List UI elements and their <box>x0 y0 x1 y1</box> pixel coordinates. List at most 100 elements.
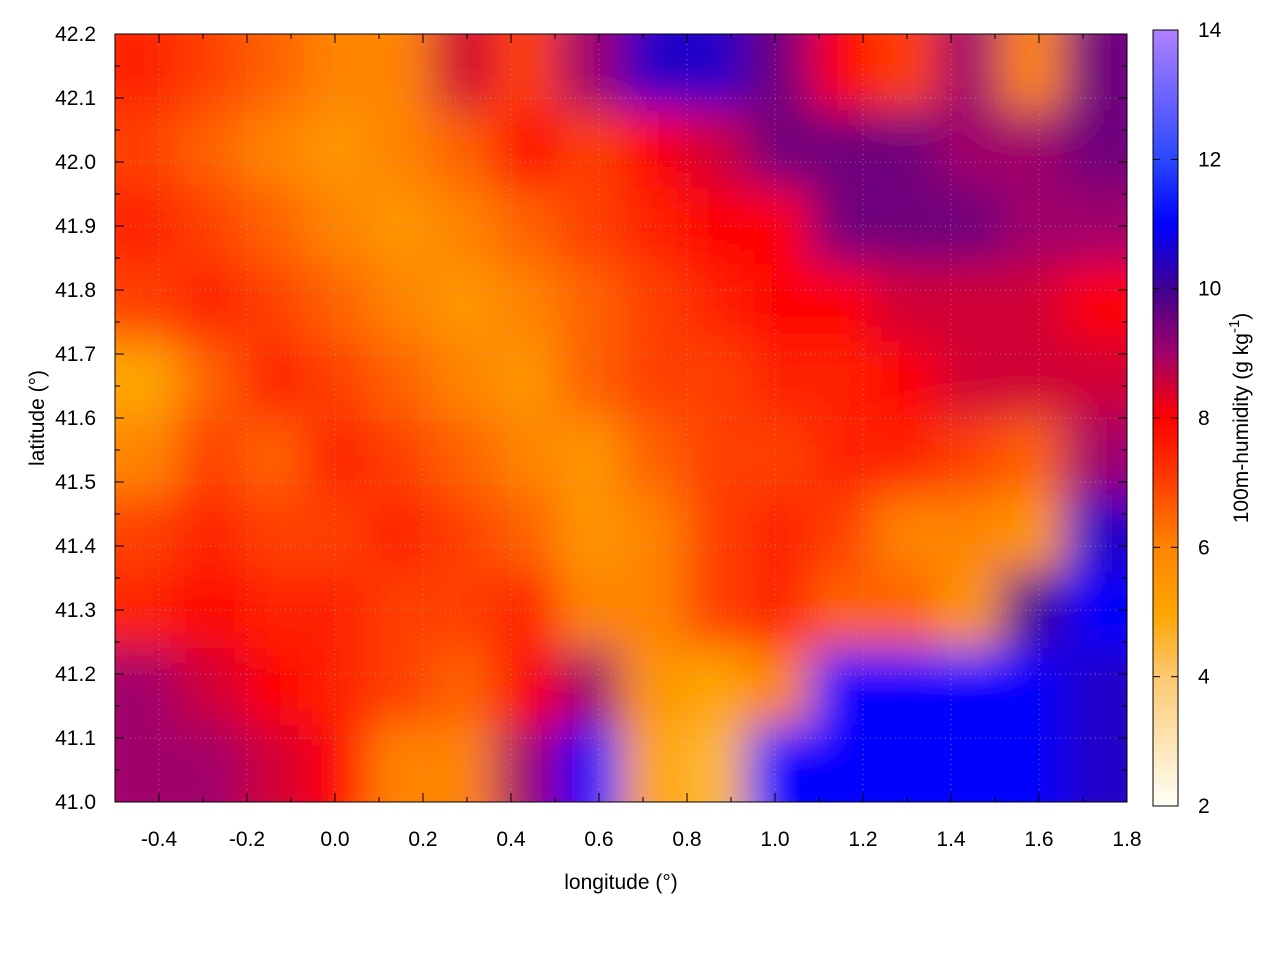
heatmap-cell <box>1000 187 1065 266</box>
y-tick-label: 41.2 <box>55 663 96 686</box>
heatmap-cell <box>241 725 306 802</box>
heatmap-cell <box>557 571 622 650</box>
heatmap-cell <box>1063 725 1127 802</box>
heatmap-cell <box>178 648 243 727</box>
heatmap-cell <box>621 494 686 573</box>
heatmap-cell <box>937 341 1002 419</box>
y-tick-label: 41.1 <box>55 727 96 750</box>
colorbar-tick-label: 8 <box>1198 407 1210 430</box>
heatmap-cell <box>368 187 433 266</box>
heatmap-cell <box>115 34 180 112</box>
heatmap-cell <box>368 34 433 112</box>
heatmap-cell <box>621 341 686 419</box>
heatmap-cell <box>621 34 686 112</box>
heatmap-cell <box>621 571 686 650</box>
y-tick-label: 41.3 <box>55 599 96 622</box>
heatmap-cell <box>1063 187 1127 266</box>
heatmap-cell <box>684 187 749 266</box>
heatmap-cell <box>621 264 686 343</box>
heatmap-cell <box>937 571 1002 650</box>
heatmap-cell <box>494 418 559 496</box>
x-tick-label: -0.4 <box>141 828 178 851</box>
y-tick-label: 41.0 <box>55 791 96 814</box>
heatmap-cell <box>874 264 939 343</box>
heatmap-cell <box>747 264 812 343</box>
x-tick-label: 1.6 <box>1024 828 1053 851</box>
heatmap-cell <box>494 648 559 727</box>
heatmap-cell <box>241 264 306 343</box>
x-tick-label: 0.4 <box>496 828 526 851</box>
x-tick-label: 0.8 <box>672 828 701 851</box>
heatmap-cell <box>747 494 812 573</box>
heatmap-cell <box>621 110 686 189</box>
heatmap-cell <box>368 494 433 573</box>
heatmap-cell <box>1063 648 1127 727</box>
heatmap-cell <box>494 725 559 802</box>
heatmap-cell <box>684 571 749 650</box>
heatmap-cell <box>115 494 180 573</box>
heatmap-cell <box>810 341 875 419</box>
heatmap-cell <box>747 418 812 496</box>
heatmap-cell <box>937 725 1002 802</box>
heatmap-cell <box>178 187 243 266</box>
heatmap-cell <box>494 571 559 650</box>
heatmap-cell <box>368 418 433 496</box>
heatmap-cell <box>684 418 749 496</box>
y-axis-label: latitude (°) <box>26 370 49 466</box>
heatmap-cell <box>874 494 939 573</box>
heatmap-cell <box>684 110 749 189</box>
heatmap-cell <box>937 34 1002 112</box>
heatmap-cell <box>304 110 369 189</box>
heatmap-cell <box>178 110 243 189</box>
heatmap-cell <box>810 571 875 650</box>
x-tick-label: -0.2 <box>229 828 265 851</box>
x-tick-label: 1.0 <box>760 828 789 851</box>
heatmap-cell <box>937 110 1002 189</box>
heatmap-cell <box>494 494 559 573</box>
colorbar-tick-label: 14 <box>1198 19 1222 42</box>
heatmap-cell <box>557 187 622 266</box>
heatmap-cell <box>1063 34 1127 112</box>
heatmap-cell <box>178 725 243 802</box>
heatmap-cell <box>431 264 496 343</box>
heatmap-cell <box>810 110 875 189</box>
heatmap-cell <box>431 571 496 650</box>
heatmap-cell <box>241 110 306 189</box>
heatmap-cell <box>494 110 559 189</box>
heatmap-cell <box>431 341 496 419</box>
heatmap-cell <box>241 648 306 727</box>
heatmap-cell <box>304 341 369 419</box>
heatmap-cell <box>1000 264 1065 343</box>
x-tick-label: 1.2 <box>848 828 877 851</box>
heatmap-cell <box>1063 571 1127 650</box>
heatmap-cell <box>810 418 875 496</box>
colorbar-tick-label: 12 <box>1198 148 1221 171</box>
heatmap-cell <box>621 725 686 802</box>
heatmap-cell <box>241 187 306 266</box>
x-axis-label: longitude (°) <box>564 871 677 894</box>
heatmap-cell <box>431 418 496 496</box>
heatmap-cell <box>747 341 812 419</box>
heatmap-cell <box>494 187 559 266</box>
x-tick-label: 1.4 <box>936 828 966 851</box>
colorbar-tick-label: 6 <box>1198 536 1210 559</box>
y-tick-label: 41.7 <box>55 343 96 366</box>
heatmap-cell <box>431 648 496 727</box>
heatmap-cell <box>747 34 812 112</box>
heatmap-cell <box>304 725 369 802</box>
colorbar-tick-label: 4 <box>1198 666 1210 689</box>
heatmap-cell <box>557 418 622 496</box>
heatmap-cell <box>747 187 812 266</box>
heatmap-cell <box>178 264 243 343</box>
heatmap-cell <box>368 725 433 802</box>
heatmap-cell <box>684 264 749 343</box>
heatmap-cell <box>368 648 433 727</box>
heatmap-cell <box>494 34 559 112</box>
heatmap-cell <box>874 110 939 189</box>
heatmap-cell <box>115 571 180 650</box>
colorbar-label: 100m-humidity (g kg-1) <box>1226 313 1253 524</box>
heatmap-cell <box>304 494 369 573</box>
heatmap-cell <box>304 264 369 343</box>
y-tick-label: 41.4 <box>55 535 96 558</box>
